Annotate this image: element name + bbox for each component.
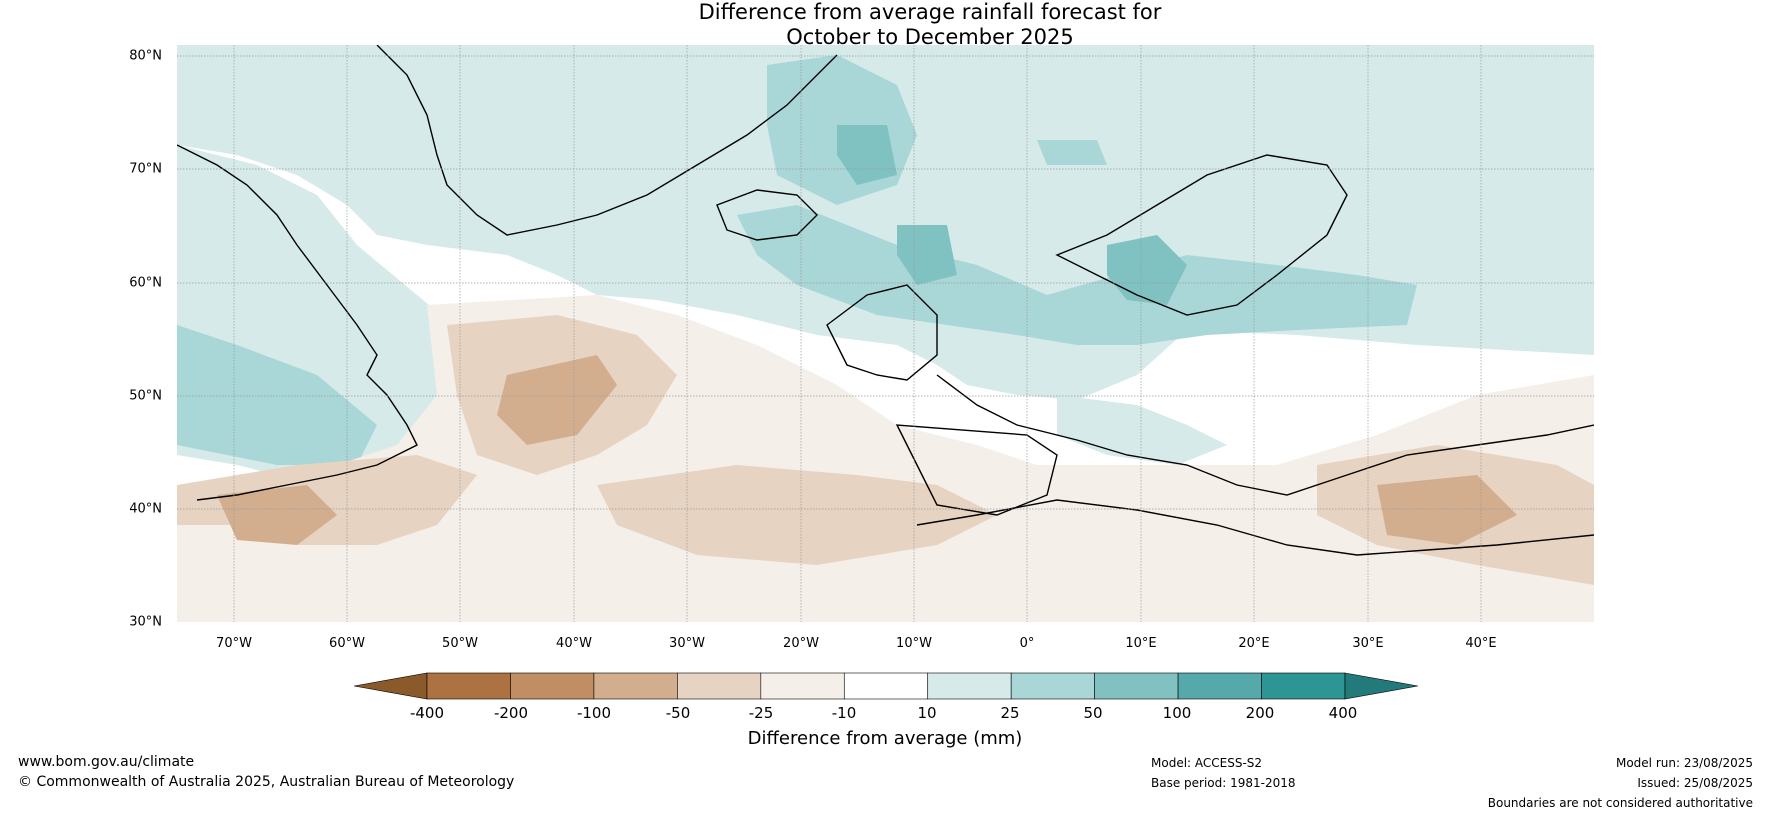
title-line-1: Difference from average rainfall forecas… [698, 0, 1162, 24]
colorbar-tick: 200 [1245, 704, 1275, 722]
europe-mainland-coast [936, 374, 1594, 496]
lat-label-40n: 40°N [129, 501, 162, 517]
copyright-text: © Commonwealth of Australia 2025, Austra… [18, 774, 515, 790]
colorbar [354, 672, 1418, 700]
lon-label-10e: 10°E [1125, 636, 1157, 651]
lat-label-30n: 30°N [129, 614, 162, 630]
lon-label-40w: 40°W [556, 636, 592, 651]
wet-region-iceland-norway [737, 205, 1417, 345]
colorbar-tick: -25 [748, 704, 774, 722]
lon-label-60w: 60°W [329, 636, 365, 651]
dry-anomaly-strong [217, 355, 1517, 545]
colorbar-tick: -10 [831, 704, 857, 722]
lat-label-50n: 50°N [129, 388, 162, 404]
model-text: Model: ACCESS-S2 [1151, 756, 1263, 770]
lat-label-70n: 70°N [129, 161, 162, 177]
colorbar-tick: 50 [1083, 704, 1103, 722]
colorbar-segment [927, 672, 1012, 700]
wet-region-denmark-strait [837, 125, 897, 185]
dry-region-subtropical [597, 465, 997, 565]
coastlines [177, 45, 1594, 556]
map-title: Difference from average rainfall forecas… [0, 0, 1770, 50]
disclaimer-text: Boundaries are not considered authoritat… [1487, 796, 1753, 810]
wet-region-iceland-south [897, 225, 957, 285]
colorbar-extend-low [354, 672, 428, 700]
wet-region-central-europe [1057, 395, 1227, 465]
colorbar-segment [760, 672, 845, 700]
colorbar-segment [510, 672, 595, 700]
lon-label-20w: 20°W [783, 636, 819, 651]
colorbar-tick: 100 [1162, 704, 1192, 722]
colorbar-segment [677, 672, 762, 700]
map-canvas [177, 45, 1594, 622]
colorbar-label: Difference from average (mm) [747, 728, 1023, 749]
colorbar-segment [426, 672, 511, 700]
wet-region-svalbard-east [1037, 140, 1107, 165]
colorbar-segment [1094, 672, 1179, 700]
base-period-text: Base period: 1981-2018 [1151, 776, 1296, 790]
colorbar-segment [1177, 672, 1262, 700]
lon-label-0: 0° [1019, 636, 1035, 651]
lon-label-20e: 20°E [1238, 636, 1270, 651]
labrador-coast [177, 144, 418, 501]
colorbar-extend-high [1344, 672, 1418, 700]
dry-region-turkey-core [1377, 475, 1517, 545]
lon-label-70w: 70°W [216, 636, 252, 651]
graticule [177, 45, 1594, 622]
scandinavia-coast [1055, 154, 1348, 316]
lat-label-60n: 60°N [129, 275, 162, 291]
lon-label-40e: 40°E [1465, 636, 1497, 651]
colorbar-segment [1010, 672, 1095, 700]
colorbar-segment [843, 672, 929, 700]
dry-region-atlantic-core [497, 355, 617, 445]
lon-label-10w: 10°W [896, 636, 932, 651]
colorbar-segment [1261, 672, 1346, 700]
lon-label-30e: 30°E [1352, 636, 1384, 651]
lon-label-50w: 50°W [442, 636, 478, 651]
model-run-text: Model run: 23/08/2025 [1615, 756, 1753, 770]
colorbar-tick: 400 [1328, 704, 1358, 722]
issued-text: Issued: 25/08/2025 [1637, 776, 1753, 790]
colorbar-tick: -200 [493, 704, 529, 722]
british-isles-coast [826, 284, 938, 381]
wet-region-labrador [177, 325, 377, 465]
lat-label-80n: 80°N [129, 48, 162, 64]
wet-region-norway-coast [1107, 235, 1187, 305]
dry-region-southwest-core [217, 485, 337, 545]
colorbar-tick: -50 [665, 704, 691, 722]
colorbar-tick: 10 [917, 704, 937, 722]
lon-label-30w: 30°W [669, 636, 705, 651]
colorbar-tick: 25 [1000, 704, 1020, 722]
iceland-coast [716, 189, 818, 241]
north-africa-coast [916, 499, 1594, 556]
rainfall-map [177, 45, 1594, 622]
greenland-coast [376, 45, 838, 236]
iberia-coast [895, 424, 1058, 516]
colorbar-segment [593, 672, 678, 700]
colorbar-tick: -400 [409, 704, 445, 722]
colorbar-tick: -100 [576, 704, 612, 722]
website-link[interactable]: www.bom.gov.au/climate [18, 754, 195, 770]
